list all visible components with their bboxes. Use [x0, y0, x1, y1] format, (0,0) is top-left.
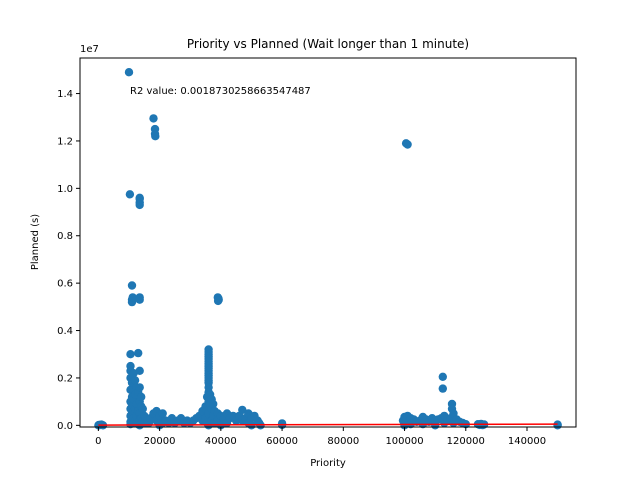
y-tick-label: 0.0 — [57, 421, 73, 432]
y-tick-label: 0.4 — [57, 326, 73, 337]
data-point — [135, 366, 144, 375]
regression-line — [98, 423, 558, 426]
data-point — [149, 114, 158, 123]
data-point — [135, 295, 144, 304]
x-tick-label: 20000 — [144, 436, 176, 447]
data-point — [127, 281, 137, 290]
x-tick-label: 120000 — [447, 436, 485, 447]
plot-frame — [79, 57, 577, 428]
data-point — [137, 392, 146, 402]
y-tick-label: 1.2 — [57, 136, 73, 147]
data-point — [138, 404, 147, 413]
y-tick-label: 1.0 — [57, 184, 73, 195]
r2-annotation: R2 value: 0.0018730258663547487 — [130, 86, 311, 97]
data-point — [213, 296, 223, 306]
chart-title: Priority vs Planned (Wait longer than 1 … — [187, 37, 469, 51]
x-axis-label: Priority — [310, 458, 346, 469]
y-tick-label: 0.2 — [57, 373, 73, 384]
y-axis: 0.0 0.2 0.4 0.6 0.8 1.0 1.2 1.4 — [57, 89, 80, 432]
y-tick-label: 1.4 — [57, 89, 73, 100]
x-tick-label: 40000 — [205, 436, 237, 447]
x-tick-label: 60000 — [266, 436, 298, 447]
points-layer — [94, 68, 562, 430]
data-point — [125, 190, 135, 199]
x-tick-label: 80000 — [327, 436, 359, 447]
x-tick-label: 100000 — [385, 436, 423, 447]
data-point — [124, 68, 134, 77]
y-tick-label: 0.8 — [57, 231, 73, 242]
x-axis: 0 20000 40000 60000 80000 100000 120000 140000 — [95, 427, 546, 447]
data-point — [209, 399, 218, 409]
data-point — [135, 200, 144, 210]
data-point — [158, 409, 167, 418]
data-point — [128, 293, 137, 302]
data-point — [151, 132, 160, 141]
data-point — [134, 348, 143, 358]
fit-line-layer — [98, 423, 558, 426]
data-point — [438, 372, 447, 381]
y-offset-label: 1e7 — [80, 44, 99, 55]
x-tick-label: 140000 — [508, 436, 546, 447]
x-tick-label: 0 — [95, 436, 101, 447]
data-point — [130, 376, 140, 385]
data-point — [135, 383, 144, 392]
data-point — [438, 384, 447, 393]
y-axis-label: Planned (s) — [30, 214, 41, 270]
data-point — [126, 350, 135, 359]
data-point — [238, 405, 247, 415]
y-tick-label: 0.6 — [57, 279, 73, 290]
data-point — [403, 140, 412, 149]
